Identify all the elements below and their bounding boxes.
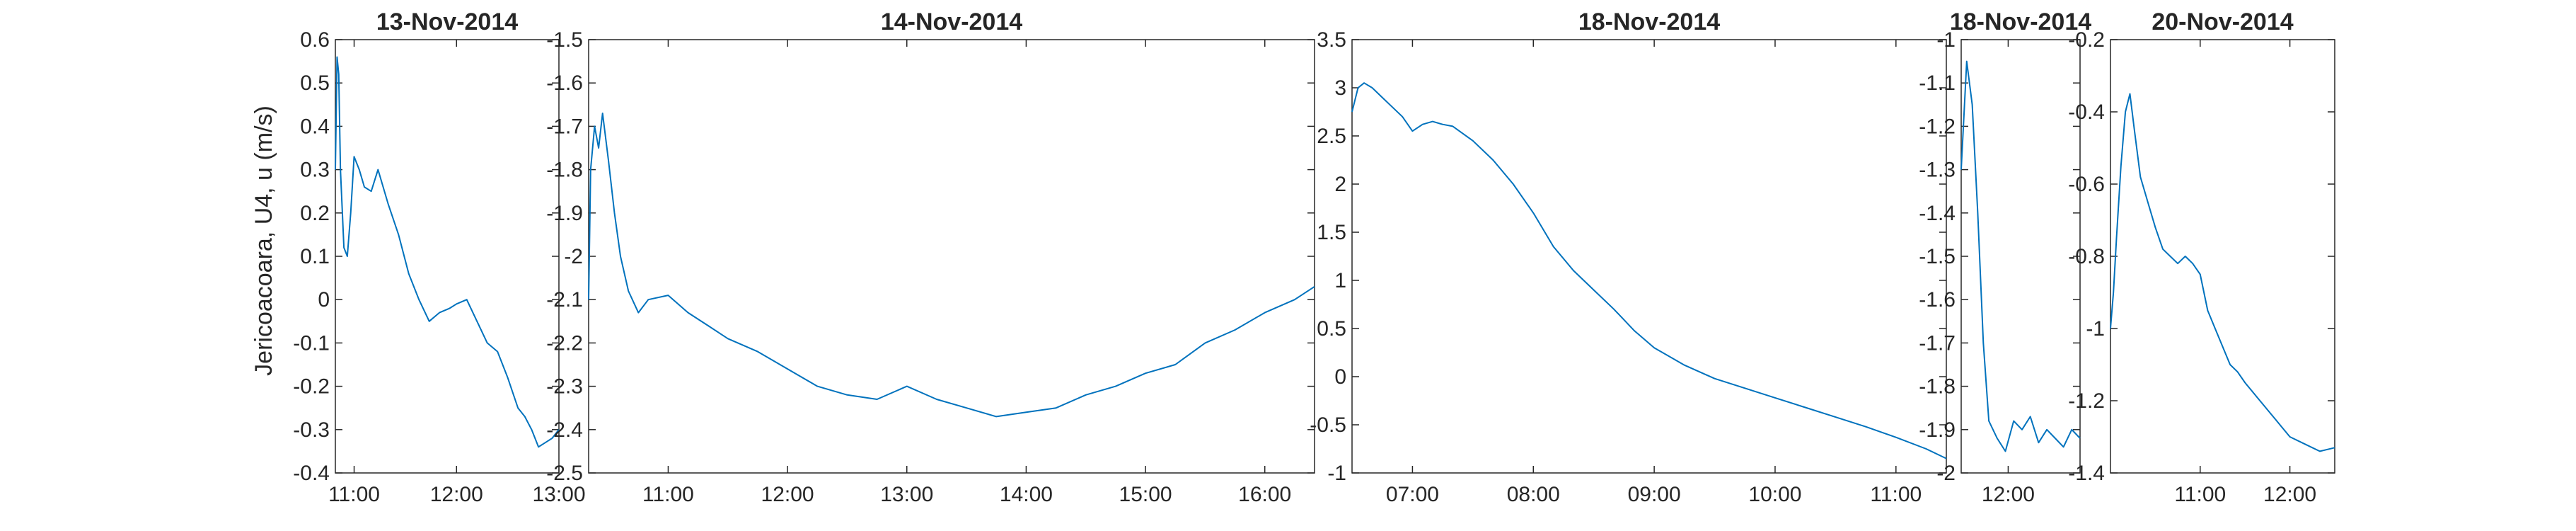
y-tick-label: -2.3 bbox=[546, 375, 583, 399]
y-tick-label: -1 bbox=[1936, 28, 1956, 52]
panel-2: -1.5 -1.6 -1.7 -1.8 -1.9 -2 -2.1 -2.2 -2.3 -2.4 -2… bbox=[546, 8, 1315, 506]
y-tick-label: -1.6 bbox=[1919, 288, 1956, 312]
x-tick-label: 13:00 bbox=[532, 483, 585, 506]
y-tick-label: -1.9 bbox=[1919, 418, 1956, 442]
y-tick-label: -2.2 bbox=[546, 331, 583, 355]
y-tick-label: -0.2 bbox=[293, 375, 330, 399]
series-line bbox=[2110, 93, 2335, 452]
y-tick-label: -0.3 bbox=[293, 418, 330, 442]
y-tick-label: 0.1 bbox=[300, 245, 330, 268]
y-tick-label: -1.4 bbox=[2068, 462, 2105, 485]
y-tick-label: 2 bbox=[1334, 173, 1346, 196]
x-tick-label: 12:00 bbox=[761, 483, 814, 506]
y-tick-label: 0 bbox=[1334, 365, 1346, 389]
y-tick-label: 0 bbox=[318, 288, 330, 312]
y-tick-label: -0.2 bbox=[2068, 28, 2105, 52]
series-line bbox=[1960, 60, 2081, 452]
x-tick-label: 07:00 bbox=[1386, 483, 1439, 506]
x-tick-label: 12:00 bbox=[1982, 483, 2035, 506]
x-tick-label: 13:00 bbox=[880, 483, 933, 506]
y-tick-label: -2 bbox=[1936, 462, 1956, 485]
y-tick-label: -1.8 bbox=[546, 159, 583, 182]
y-tick-label: 2.5 bbox=[1317, 125, 1346, 148]
y-tick-label: 1.5 bbox=[1317, 221, 1346, 244]
y-tick-label: -1.7 bbox=[1919, 331, 1956, 355]
x-tick-label: 12:00 bbox=[2263, 483, 2316, 506]
x-tick-label: 12:00 bbox=[430, 483, 483, 506]
panel-title: 18-Nov-2014 bbox=[1578, 8, 1720, 35]
panel-title: 20-Nov-2014 bbox=[2152, 8, 2293, 35]
plot-frame bbox=[1960, 39, 2081, 474]
y-tick-label: -2 bbox=[564, 245, 583, 268]
panel-5: -0.2 -0.4 -0.6 -0.8 -1 -1.2 -1.4 11:00 12:00 20-N… bbox=[2068, 8, 2335, 506]
x-tick-label: 11:00 bbox=[328, 483, 380, 506]
series-line bbox=[588, 113, 1315, 418]
plot-frame bbox=[1351, 39, 1947, 474]
panel-title: 14-Nov-2014 bbox=[881, 8, 1022, 35]
x-tick-label: 11:00 bbox=[1870, 483, 1922, 506]
x-tick-label: 11:00 bbox=[2174, 483, 2226, 506]
y-tick-label: 3.5 bbox=[1317, 28, 1346, 52]
x-tick-label: 15:00 bbox=[1119, 483, 1172, 506]
panel-title: 18-Nov-2014 bbox=[1950, 8, 2091, 35]
y-tick-label: -1.2 bbox=[1919, 115, 1956, 138]
panel-4: -1 -1.1 -1.2 -1.3 -1.4 -1.5 -1.6 -1.7 -1.8 -1.9 -2… bbox=[1919, 8, 2091, 506]
x-tick-label: 11:00 bbox=[642, 483, 694, 506]
y-tick-label: -1.4 bbox=[1919, 202, 1956, 225]
y-tick-label: -0.4 bbox=[2068, 101, 2105, 124]
x-tick-label: 09:00 bbox=[1628, 483, 1681, 506]
y-tick-label: -1.9 bbox=[546, 202, 583, 225]
x-tick-label: 10:00 bbox=[1748, 483, 1801, 506]
y-tick-label: -1.2 bbox=[2068, 389, 2105, 413]
y-tick-label: -1.6 bbox=[546, 72, 583, 95]
panel-1: 0.6 0.5 0.4 0.3 0.2 0.1 0 -0.1 -0.2 -0.3 -0.411:00… bbox=[293, 8, 585, 506]
series-line bbox=[335, 56, 560, 448]
x-tick-label: 16:00 bbox=[1238, 483, 1291, 506]
y-tick-label: -2.5 bbox=[546, 462, 583, 485]
series-line bbox=[1351, 82, 1947, 459]
y-tick-label: -0.1 bbox=[293, 331, 330, 355]
y-tick-label: -2.1 bbox=[546, 288, 583, 312]
plot-frame bbox=[588, 39, 1315, 474]
y-tick-label: -1.5 bbox=[1919, 245, 1956, 268]
y-tick-label: 0.2 bbox=[300, 202, 330, 225]
y-tick-label: 3 bbox=[1334, 76, 1346, 100]
plot-frame bbox=[2110, 39, 2335, 474]
y-tick-label: 1 bbox=[1334, 269, 1346, 292]
y-tick-label: 0.4 bbox=[300, 115, 330, 138]
x-tick-label: 08:00 bbox=[1507, 483, 1560, 506]
y-tick-label: -0.6 bbox=[2068, 173, 2105, 196]
y-tick-label: -1.1 bbox=[1919, 72, 1956, 95]
y-tick-label: 0.5 bbox=[1317, 317, 1346, 341]
y-tick-label: 0.6 bbox=[300, 28, 330, 52]
y-axis-label: Jericoacoara, U4, u (m/s) bbox=[250, 105, 277, 376]
panel-3: 3.5 3 2.5 2 1.5 1 0.5 0 -0.5 -1 07:00 08:00 09:00 10:… bbox=[1310, 8, 1947, 506]
y-tick-label: -2.4 bbox=[546, 418, 583, 442]
y-tick-label: 0.3 bbox=[300, 159, 330, 182]
y-tick-label: -1.8 bbox=[1919, 375, 1956, 399]
y-tick-label: -0.8 bbox=[2068, 245, 2105, 268]
y-tick-label: -1.7 bbox=[546, 115, 583, 138]
panel-title: 13-Nov-2014 bbox=[376, 8, 518, 35]
y-tick-label: -0.5 bbox=[1310, 413, 1346, 437]
y-tick-label: -0.4 bbox=[293, 462, 330, 485]
x-tick-label: 14:00 bbox=[1000, 483, 1053, 506]
y-tick-label: -1 bbox=[1327, 462, 1346, 485]
y-tick-label: -1.5 bbox=[546, 28, 583, 52]
y-tick-label: 0.5 bbox=[300, 72, 330, 95]
plot-frame bbox=[335, 39, 560, 474]
y-tick-label: -1 bbox=[2086, 317, 2105, 341]
y-tick-label: -1.3 bbox=[1919, 159, 1956, 182]
